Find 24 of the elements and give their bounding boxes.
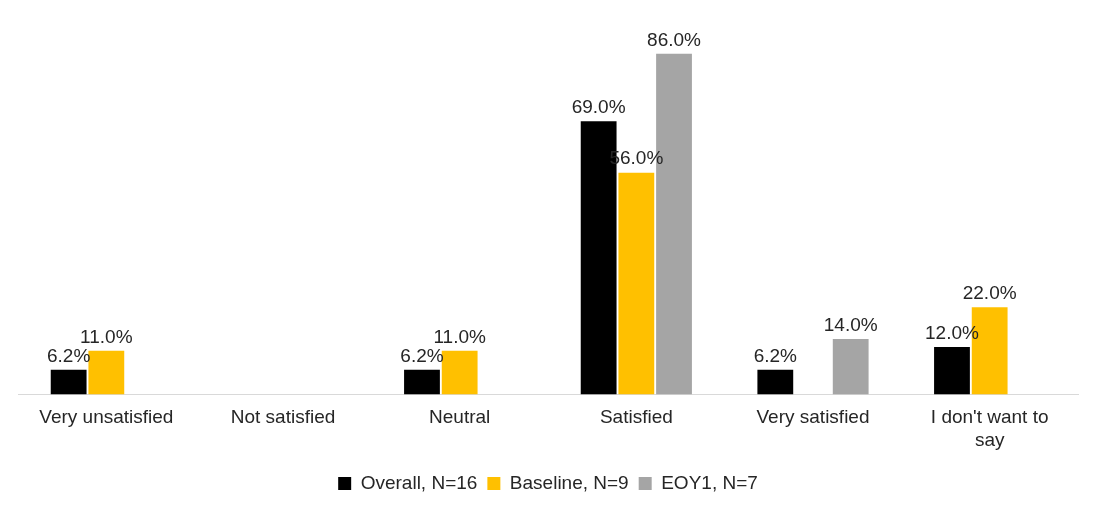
data-label: 69.0% bbox=[571, 95, 626, 117]
data-label: 14.0% bbox=[823, 313, 878, 335]
legend-label: Overall, N=16 bbox=[360, 471, 478, 493]
x-tick-label: Very satisfied bbox=[756, 406, 870, 428]
bar bbox=[618, 172, 655, 395]
bar bbox=[934, 346, 970, 395]
data-label: 11.0% bbox=[433, 325, 486, 347]
x-tick-label: I don't want to say bbox=[930, 406, 1049, 450]
x-tick-label: Not satisfied bbox=[230, 406, 336, 428]
x-tick-label: Satisfied bbox=[599, 406, 673, 428]
legend-label: Baseline, N=9 bbox=[509, 471, 629, 493]
bar bbox=[441, 350, 478, 395]
bar bbox=[50, 369, 87, 395]
x-tick-label: Neutral bbox=[429, 406, 491, 428]
legend-label: EOY1, N=7 bbox=[661, 471, 758, 493]
data-label: 86.0% bbox=[647, 28, 702, 50]
bar bbox=[88, 350, 125, 395]
data-label: 11.0% bbox=[80, 325, 133, 347]
bar bbox=[404, 369, 440, 395]
data-label: 22.0% bbox=[962, 282, 1017, 304]
data-label: 6.2% bbox=[753, 344, 798, 366]
x-tick-label: Very unsatisfied bbox=[39, 406, 174, 428]
bar bbox=[832, 338, 869, 395]
bar bbox=[757, 369, 794, 395]
